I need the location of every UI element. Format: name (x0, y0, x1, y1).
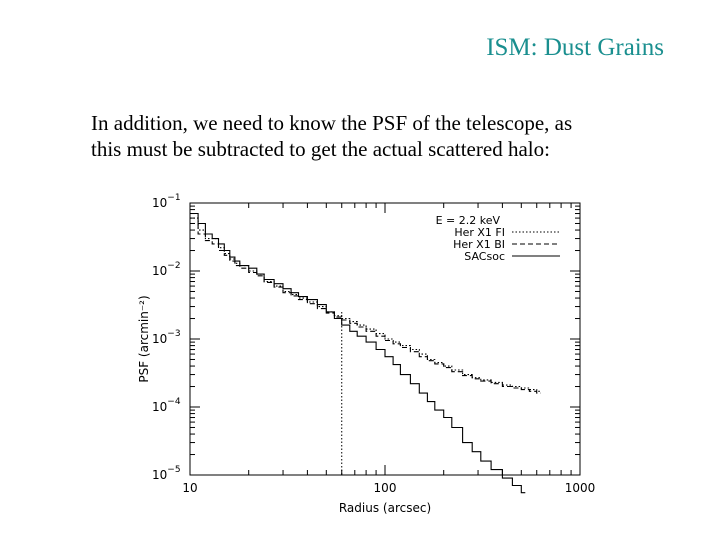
legend-header: E = 2.2 keV (436, 214, 501, 227)
body-line-2: this must be subtracted to get the actua… (91, 137, 550, 161)
legend-label: Her X1 FI (454, 226, 505, 239)
legend-label: SACsoc (464, 250, 505, 263)
x-tick-label: 10 (182, 481, 197, 495)
series-line-sac (190, 212, 526, 494)
series-group (190, 212, 541, 494)
y-tick-label: 10−1 (152, 193, 181, 210)
x-axis-label: Radius (arcsec) (339, 501, 431, 515)
x-tick-label: 100 (374, 481, 397, 495)
y-tick-label: 10−2 (152, 261, 181, 278)
legend-label: Her X1 BI (453, 238, 505, 251)
y-tick-label: 10−5 (152, 465, 181, 482)
axis-ticks: 10 100 1000 10−1 10−2 10−3 10−4 10−5 (152, 193, 595, 495)
slide-title: ISM: Dust Grains (486, 34, 664, 61)
series-line-bi (190, 222, 541, 394)
y-tick-label: 10−3 (152, 329, 181, 346)
x-tick-label: 1000 (565, 481, 596, 495)
y-axis-label: PSF (arcmin⁻²) (137, 295, 151, 382)
body-line-1: In addition, we need to know the PSF of … (91, 111, 573, 135)
slide-body-text: In addition, we need to know the PSF of … (91, 110, 691, 162)
y-tick-label: 10−4 (152, 397, 181, 414)
